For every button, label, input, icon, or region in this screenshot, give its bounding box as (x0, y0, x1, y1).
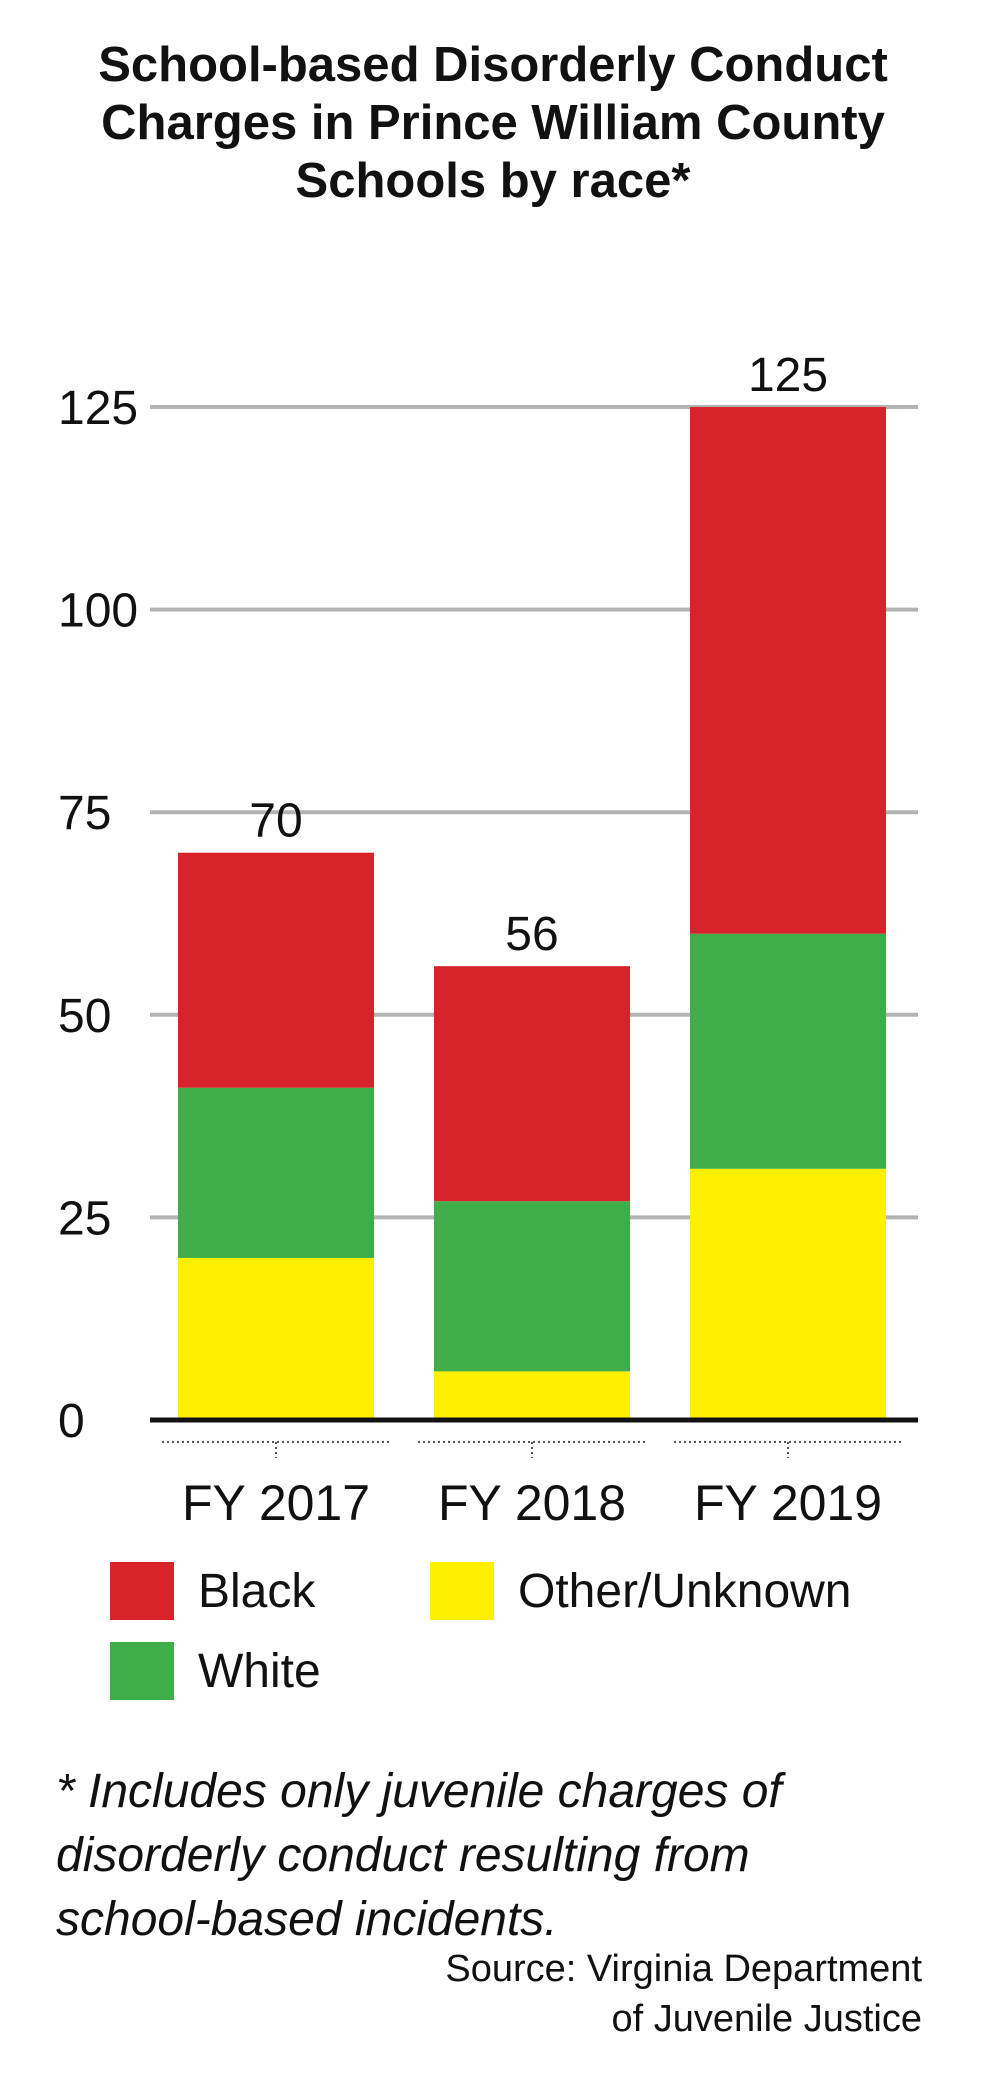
bar-other-unknown-fy-2017 (178, 1257, 374, 1420)
footnote: * Includes only juvenile charges of diso… (56, 1760, 936, 1952)
y-tick-label-50: 50 (58, 990, 111, 1043)
total-label-fy-2019: 125 (748, 349, 828, 402)
y-tick-label-0: 0 (58, 1395, 85, 1448)
bar-white-fy-2017 (178, 1087, 374, 1258)
y-tick-label-125: 125 (58, 382, 138, 435)
source-credit: Source: Virginia Department of Juvenile … (445, 1944, 922, 2044)
legend-white-swatch (110, 1642, 174, 1700)
y-tick-label-100: 100 (58, 585, 138, 638)
footnote-line-3: school-based incidents. (56, 1893, 558, 1946)
bar-black-fy-2018 (434, 966, 630, 1202)
bar-black-fy-2019 (690, 407, 886, 934)
legend-white: White (110, 1642, 321, 1700)
legend-black-label: Black (198, 1564, 316, 1618)
bar-white-fy-2018 (434, 1201, 630, 1372)
chart-title-line-3: Schools by race* (295, 154, 691, 208)
chart-title-line-1: School-based Disorderly Conduct (98, 38, 888, 92)
y-tick-label-25: 25 (58, 1192, 111, 1245)
legend-other-label: Other/Unknown (518, 1564, 852, 1618)
total-label-fy-2017: 70 (249, 795, 302, 848)
footnote-line-2: disorderly conduct resulting from (56, 1829, 750, 1882)
bar-black-fy-2017 (178, 852, 374, 1088)
legend-black-swatch (110, 1562, 174, 1620)
bar-white-fy-2019 (690, 933, 886, 1169)
source-line-1: Source: Virginia Department (445, 1948, 922, 1990)
chart-title-line-2: Charges in Prince William County (101, 96, 885, 150)
source-line-2: of Juvenile Justice (611, 1998, 923, 2040)
legend-other: Other/Unknown (430, 1562, 852, 1620)
legend-white-label: White (198, 1644, 321, 1698)
total-label-fy-2018: 56 (505, 908, 558, 961)
chart-title: School-based Disorderly Conduct Charges … (20, 36, 966, 210)
legend-other-swatch (430, 1562, 494, 1620)
footnote-line-1: * Includes only juvenile charges of (56, 1765, 782, 1818)
x-tick-label-fy-2018: FY 2018 (438, 1475, 626, 1531)
bar-other-unknown-fy-2019 (690, 1168, 886, 1420)
bar-other-unknown-fy-2018 (434, 1371, 630, 1420)
x-tick-label-fy-2019: FY 2019 (694, 1475, 882, 1531)
stacked-bar-chart: 0 25 50 75 100 125 70 FY 2017 56 FY 2018 125 FY 201… (58, 349, 918, 1531)
x-tick-label-fy-2017: FY 2017 (182, 1475, 370, 1531)
legend-black: Black (110, 1562, 315, 1620)
y-tick-label-75: 75 (58, 787, 111, 840)
